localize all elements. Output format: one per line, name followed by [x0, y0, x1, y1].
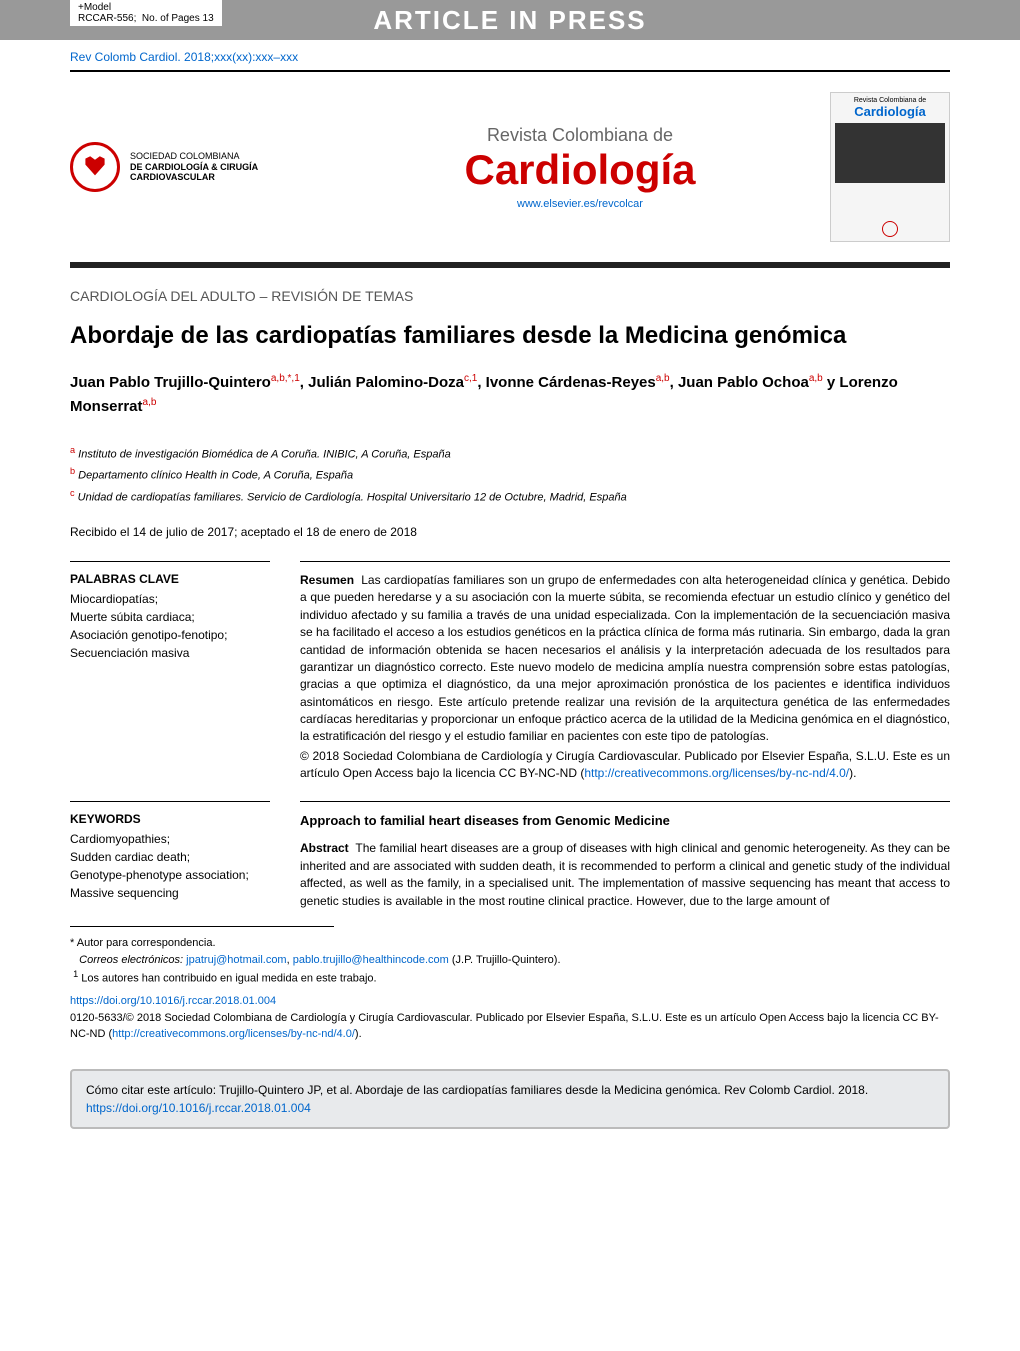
- cover-heart-icon: [882, 221, 898, 237]
- affiliations: a Instituto de investigación Biomédica d…: [70, 443, 950, 507]
- society-line2: DE CARDIOLOGÍA & CIRUGÍA: [130, 162, 258, 173]
- abstract-en-body: The familial heart diseases are a group …: [300, 841, 950, 907]
- issn-end: ).: [355, 1028, 362, 1040]
- how-to-cite-box: Cómo citar este artículo: Trujillo-Quint…: [70, 1069, 950, 1129]
- journal-title: Cardiología: [350, 146, 810, 194]
- model-label: +Model: [78, 2, 111, 13]
- cover-image-placeholder: [835, 123, 945, 183]
- equal-contrib-note: Los autores han contribuido en igual med…: [81, 973, 376, 985]
- citation-text[interactable]: Rev Colomb Cardiol. 2018;xxx(xx):xxx–xxx: [70, 50, 298, 64]
- page-root: +Model RCCAR-556; No. of Pages 13 ARTICL…: [0, 0, 1020, 1129]
- abstract-en-title: Approach to familial heart diseases from…: [300, 812, 950, 831]
- affil-c: Unidad de cardiopatías familiares. Servi…: [78, 491, 627, 503]
- resumen-heading: Resumen: [300, 573, 354, 587]
- journal-supertitle: Revista Colombiana de: [350, 125, 810, 146]
- keywords-es-col: PALABRAS CLAVE Miocardiopatías;Muerte sú…: [70, 561, 270, 783]
- journal-masthead: SOCIEDAD COLOMBIANA DE CARDIOLOGÍA & CIR…: [0, 72, 1020, 262]
- abstract-en-heading: Abstract: [300, 841, 349, 855]
- pages-label: No. of Pages 13: [142, 13, 214, 24]
- society-logo-block: SOCIEDAD COLOMBIANA DE CARDIOLOGÍA & CIR…: [70, 142, 330, 192]
- cite-doi-link[interactable]: https://doi.org/10.1016/j.rccar.2018.01.…: [86, 1101, 311, 1115]
- corr-author-label: Autor para correspondencia.: [77, 937, 216, 949]
- society-line3: CARDIOVASCULAR: [130, 172, 258, 183]
- corr-author-name: (J.P. Trujillo-Quintero).: [452, 954, 561, 966]
- emails-label: Correos electrónicos:: [79, 954, 183, 966]
- received-accepted-dates: Recibido el 14 de julio de 2017; aceptad…: [70, 525, 950, 539]
- article-title: Abordaje de las cardiopatías familiares …: [70, 320, 950, 351]
- es-block: PALABRAS CLAVE Miocardiopatías;Muerte sú…: [70, 561, 950, 783]
- article-body: CARDIOLOGÍA DEL ADULTO – REVISIÓN DE TEM…: [0, 268, 1020, 920]
- keywords-en-list: Cardiomyopathies;Sudden cardiac death;Ge…: [70, 830, 270, 902]
- license-link-es[interactable]: http://creativecommons.org/licenses/by-n…: [584, 766, 849, 780]
- footer-rule: [70, 926, 334, 927]
- email-link-1[interactable]: jpatruj@hotmail.com: [186, 954, 286, 966]
- affil-b: Departamento clínico Health in Code, A C…: [78, 470, 353, 482]
- heart-shape-icon: [83, 155, 107, 179]
- code-label: RCCAR-556;: [78, 13, 136, 24]
- keywords-en-heading: KEYWORDS: [70, 812, 270, 826]
- journal-cover-thumb: Revista Colombiana de Cardiología: [830, 92, 950, 242]
- article-in-press-banner: +Model RCCAR-556; No. of Pages 13 ARTICL…: [0, 0, 1020, 40]
- section-label: CARDIOLOGÍA DEL ADULTO – REVISIÓN DE TEM…: [70, 288, 950, 304]
- keywords-en-col: KEYWORDS Cardiomyopathies;Sudden cardiac…: [70, 801, 270, 910]
- copyright-es-end: ).: [849, 766, 856, 780]
- affil-a: Instituto de investigación Biomédica de …: [78, 449, 451, 461]
- heart-icon: [70, 142, 120, 192]
- citation-line: Rev Colomb Cardiol. 2018;xxx(xx):xxx–xxx: [0, 40, 1020, 70]
- keywords-es-heading: PALABRAS CLAVE: [70, 572, 270, 586]
- society-text: SOCIEDAD COLOMBIANA DE CARDIOLOGÍA & CIR…: [130, 151, 258, 183]
- abstract-en-col: Approach to familial heart diseases from…: [300, 801, 950, 910]
- en-block: KEYWORDS Cardiomyopathies;Sudden cardiac…: [70, 801, 950, 910]
- footer-license-link[interactable]: http://creativecommons.org/licenses/by-n…: [112, 1028, 355, 1040]
- cite-text: Cómo citar este artículo: Trujillo-Quint…: [86, 1083, 868, 1097]
- authors: Juan Pablo Trujillo-Quinteroa,b,*,1, Jul…: [70, 371, 950, 419]
- keywords-es-list: Miocardiopatías;Muerte súbita cardiaca;A…: [70, 590, 270, 662]
- journal-title-block: Revista Colombiana de Cardiología www.el…: [350, 125, 810, 210]
- society-line1: SOCIEDAD COLOMBIANA: [130, 151, 258, 162]
- footer: * Autor para correspondencia. Correos el…: [0, 920, 1020, 1059]
- journal-url[interactable]: www.elsevier.es/revcolcar: [350, 198, 810, 210]
- abstract-es-col: Resumen Las cardiopatías familiares son …: [300, 561, 950, 783]
- cover-supertitle: Revista Colombiana de: [854, 97, 926, 104]
- cover-title: Cardiología: [854, 104, 926, 119]
- model-code-box: +Model RCCAR-556; No. of Pages 13: [70, 0, 222, 26]
- doi-link[interactable]: https://doi.org/10.1016/j.rccar.2018.01.…: [70, 995, 276, 1007]
- email-link-2[interactable]: pablo.trujillo@healthincode.com: [293, 954, 449, 966]
- resumen-body: Las cardiopatías familiares son un grupo…: [300, 573, 950, 744]
